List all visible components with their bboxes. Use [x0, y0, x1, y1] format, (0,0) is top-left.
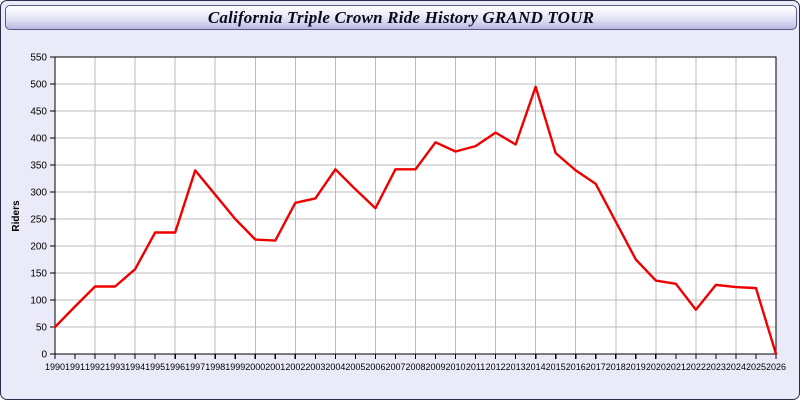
svg-text:2003: 2003 [305, 362, 325, 372]
svg-text:2014: 2014 [526, 362, 546, 372]
svg-text:2010: 2010 [446, 362, 466, 372]
svg-text:2011: 2011 [466, 362, 485, 372]
plot-area: 0 50 100 150 200 250 300 350 400 450 500 550 1990 19… [1, 31, 799, 399]
svg-text:2023: 2023 [706, 362, 726, 372]
gridlines [55, 57, 776, 354]
svg-text:1994: 1994 [125, 362, 145, 372]
svg-text:2005: 2005 [345, 362, 365, 372]
svg-text:2016: 2016 [566, 362, 586, 372]
svg-text:2012: 2012 [486, 362, 506, 372]
svg-text:1999: 1999 [225, 362, 245, 372]
svg-text:50: 50 [36, 323, 48, 334]
svg-text:2017: 2017 [586, 362, 606, 372]
svg-text:2007: 2007 [385, 362, 405, 372]
svg-text:2025: 2025 [746, 362, 766, 372]
svg-text:2004: 2004 [325, 362, 345, 372]
svg-text:1996: 1996 [165, 362, 185, 372]
svg-text:300: 300 [30, 188, 47, 199]
svg-text:2008: 2008 [405, 362, 425, 372]
svg-text:2006: 2006 [365, 362, 385, 372]
svg-text:0: 0 [41, 350, 47, 361]
svg-text:2009: 2009 [426, 362, 446, 372]
svg-text:450: 450 [30, 107, 47, 118]
svg-text:1998: 1998 [205, 362, 225, 372]
svg-text:1991: 1991 [65, 362, 85, 372]
svg-text:2021: 2021 [666, 362, 686, 372]
svg-text:2024: 2024 [726, 362, 746, 372]
data-series-riders [53, 85, 778, 356]
title-bar: California Triple Crown Ride History GRA… [5, 5, 797, 30]
page-title: California Triple Crown Ride History GRA… [207, 7, 595, 27]
x-tick-labels: 1990 1991 1992 1993 1994 1995 1996 1997 1998 1999… [45, 362, 786, 372]
svg-text:1992: 1992 [85, 362, 105, 372]
svg-text:150: 150 [30, 269, 47, 280]
svg-text:2013: 2013 [506, 362, 526, 372]
svg-text:2001: 2001 [265, 362, 285, 372]
svg-text:1993: 1993 [105, 362, 125, 372]
svg-text:1995: 1995 [145, 362, 165, 372]
svg-text:2018: 2018 [606, 362, 626, 372]
svg-text:2000: 2000 [245, 362, 265, 372]
svg-text:1990: 1990 [45, 362, 65, 372]
y-axis-title: Riders [11, 200, 22, 232]
svg-text:2002: 2002 [285, 362, 305, 372]
svg-text:2015: 2015 [546, 362, 566, 372]
svg-text:250: 250 [30, 215, 47, 226]
svg-text:100: 100 [30, 296, 47, 307]
svg-text:2019: 2019 [626, 362, 646, 372]
svg-text:350: 350 [30, 161, 47, 172]
svg-text:550: 550 [30, 53, 47, 64]
svg-text:500: 500 [30, 80, 47, 91]
svg-text:2020: 2020 [646, 362, 666, 372]
y-tick-labels: 0 50 100 150 200 250 300 350 400 450 500 550 [30, 53, 47, 361]
svg-text:400: 400 [30, 134, 47, 145]
svg-text:1997: 1997 [185, 362, 205, 372]
svg-text:2026: 2026 [766, 362, 786, 372]
svg-text:2022: 2022 [686, 362, 706, 372]
svg-text:200: 200 [30, 242, 47, 253]
